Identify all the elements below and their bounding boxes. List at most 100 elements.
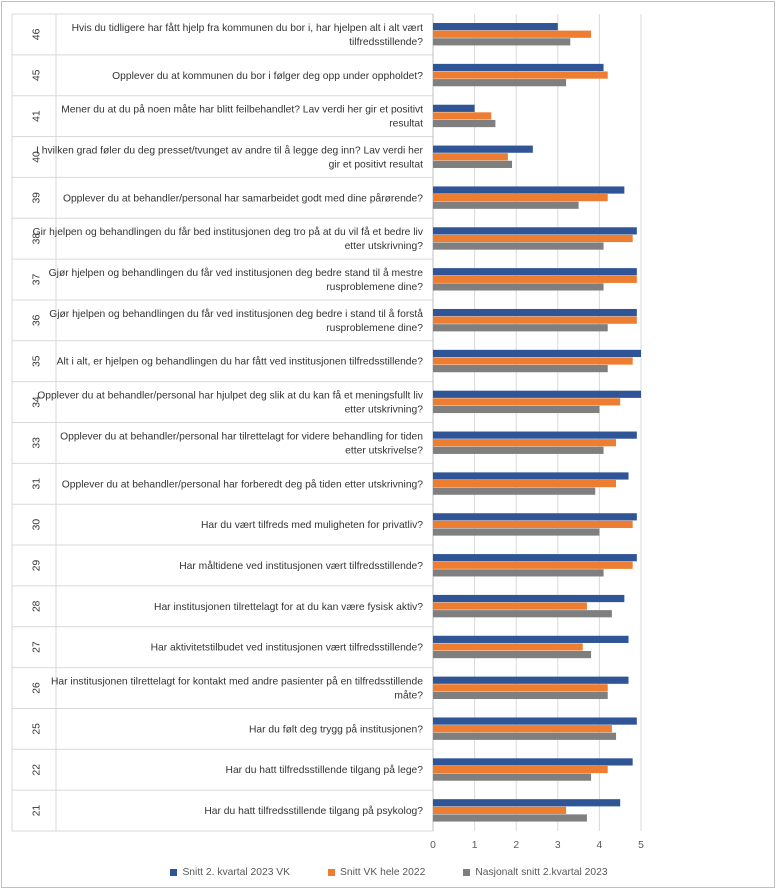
- category-row-41: 41 Mener du at du på noen måte har blitt …: [32, 104, 424, 130]
- row-number: 38: [32, 233, 43, 245]
- category-row-37: 37 Gjør hjelpen og behandlingen du får ve…: [32, 267, 424, 293]
- bar-45-series-3: [433, 79, 567, 87]
- category-row-27: 27 Har aktivitetstilbudet ved institusjon…: [32, 641, 424, 653]
- bar-26-series-1: [433, 676, 629, 684]
- question-label: måte?: [394, 690, 423, 702]
- question-label: Har du hatt tilfredsstillende tilgang på…: [204, 805, 423, 817]
- bar-25-series-1: [433, 717, 637, 725]
- category-row-21: 21 Har du hatt tilfredsstillende tilgang …: [32, 805, 424, 817]
- question-label: Opplever du at kommunen du bor i følger …: [112, 71, 423, 82]
- row-number: 40: [32, 151, 43, 163]
- question-label: Opplever du at behandler/personal har hj…: [37, 390, 424, 402]
- question-label: Mener du at du på noen måte har blitt fe…: [61, 104, 423, 116]
- question-label: Gjør hjelpen og behandlingen du får ved …: [49, 308, 423, 320]
- question-label: Har institusjonen tilrettelagt for konta…: [51, 676, 423, 688]
- bar-46-series-3: [433, 38, 571, 46]
- bar-45-series-2: [433, 71, 608, 79]
- row-number: 36: [32, 314, 43, 326]
- row-number: 37: [32, 274, 43, 286]
- bar-29-series-1: [433, 554, 637, 562]
- bar-21-series-2: [433, 806, 567, 814]
- category-row-36: 36 Gjør hjelpen og behandlingen du får ve…: [32, 308, 424, 334]
- legend-item: Nasjonalt snitt 2.kvartal 2023: [463, 867, 608, 878]
- legend-item: Snitt VK hele 2022: [328, 867, 425, 878]
- legend-swatch: [463, 869, 471, 876]
- bar-46-series-1: [433, 23, 558, 31]
- bar-25-series-2: [433, 725, 612, 733]
- question-label: resultat: [389, 119, 423, 130]
- x-tick-label: 3: [555, 840, 561, 851]
- bar-34-series-3: [433, 405, 600, 414]
- question-label: Opplever du at behandler/personal har fo…: [62, 478, 423, 490]
- question-label: Har du vært tilfreds med muligheten for …: [201, 520, 423, 531]
- category-row-22: 22 Har du hatt tilfredsstillende tilgang …: [32, 764, 424, 776]
- bar-28-series-2: [433, 602, 587, 610]
- bar-22-series-2: [433, 765, 608, 774]
- category-row-40: 40I hvilken grad føler du deg presset/tv…: [32, 144, 424, 170]
- row-number: 46: [32, 28, 43, 40]
- bar-27-series-2: [433, 643, 583, 651]
- bar-39-series-1: [433, 186, 625, 194]
- question-label: etter utskrivning?: [345, 241, 424, 252]
- gridlines: [11, 13, 642, 832]
- question-label: tilfredsstillende?: [349, 37, 423, 48]
- category-row-30: 30 Har du vært tilfreds med muligheten fo…: [32, 519, 424, 531]
- bar-28-series-1: [433, 594, 625, 603]
- bar-40-series-1: [433, 145, 533, 153]
- bars: [433, 23, 641, 822]
- question-label: Hvis du tidligere har fått hjelp fra kom…: [72, 22, 424, 34]
- x-tick-label: 5: [638, 840, 644, 851]
- bar-31-series-2: [433, 479, 617, 488]
- category-row-45: 45 Opplever du at kommunen du bor i følge…: [32, 69, 424, 81]
- category-row-28: 28 Har institusjonen tilrettelagt for at …: [32, 600, 424, 612]
- bar-46-series-2: [433, 30, 592, 38]
- row-number: 35: [32, 355, 43, 367]
- legend-label: Snitt VK hele 2022: [340, 867, 426, 878]
- category-row-46: 46 Hvis du tidligere har fått hjelp fra k…: [32, 22, 424, 48]
- category-row-31: 31 Opplever du at behandler/personal har …: [32, 478, 424, 490]
- bar-29-series-3: [433, 569, 604, 577]
- bar-30-series-2: [433, 520, 633, 529]
- category-row-26: 26 Har institusjonen tilrettelagt for kon…: [32, 676, 424, 702]
- bar-38-series-1: [433, 227, 637, 235]
- bar-21-series-1: [433, 799, 621, 807]
- question-label: Opplever du at behandler/personal har ti…: [60, 431, 423, 442]
- row-number: 29: [32, 559, 43, 571]
- bar-30-series-3: [433, 528, 600, 536]
- legend-swatch: [170, 869, 178, 876]
- bar-39-series-3: [433, 201, 579, 209]
- bar-38-series-3: [433, 242, 604, 250]
- bar-26-series-3: [433, 691, 608, 700]
- bar-28-series-3: [433, 610, 612, 618]
- question-label: Gir hjelpen og behandlingen du får bed i…: [33, 226, 424, 238]
- question-label: rusproblemene dine?: [326, 323, 423, 334]
- question-label: Gjør hjelpen og behandlingen du får ved …: [49, 267, 424, 279]
- category-row-29: 29 Har måltidene ved institusjonen vært t…: [32, 559, 424, 571]
- legend: Snitt 2. kvartal 2023 VK Snitt VK hele 2…: [0, 867, 778, 878]
- bar-25-series-3: [433, 732, 617, 740]
- legend-label: Snitt 2. kvartal 2023 VK: [182, 867, 291, 878]
- bar-40-series-2: [433, 153, 508, 161]
- question-label: rusproblemene dine?: [326, 282, 423, 293]
- row-number: 22: [32, 764, 43, 776]
- bar-31-series-3: [433, 487, 596, 495]
- bar-41-series-1: [433, 104, 475, 112]
- bar-36-series-1: [433, 308, 637, 317]
- question-label: I hvilken grad føler du deg presset/tvun…: [36, 144, 424, 156]
- question-label: etter utskrivelse?: [345, 445, 423, 456]
- row-number: 30: [32, 519, 43, 531]
- bar-27-series-1: [433, 635, 629, 643]
- bar-40-series-3: [433, 160, 513, 168]
- question-label: Alt i alt, er hjelpen og behandlingen du…: [57, 356, 424, 368]
- bar-37-series-3: [433, 283, 604, 291]
- bar-33-series-3: [433, 446, 604, 454]
- bar-41-series-2: [433, 112, 492, 120]
- bar-34-series-1: [433, 390, 641, 398]
- category-row-25: 25 Har du følt deg trygg på institusjonen…: [32, 723, 424, 735]
- question-label: Har du følt deg trygg på institusjonen?: [249, 723, 423, 735]
- question-label: Har måltidene ved institusjonen vært til…: [179, 560, 423, 572]
- bar-37-series-2: [433, 275, 637, 283]
